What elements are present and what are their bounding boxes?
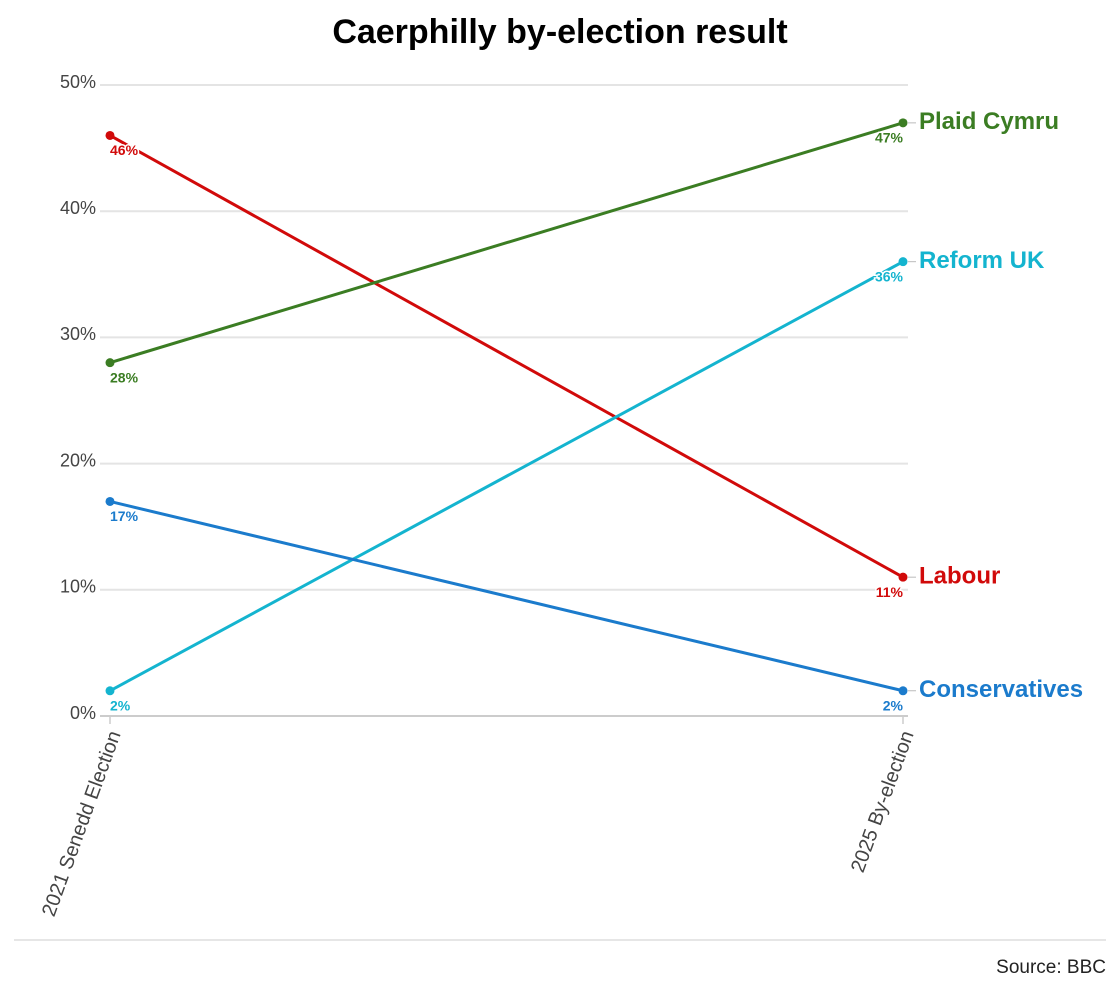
point — [898, 257, 908, 267]
value-label: 2% — [883, 697, 904, 713]
y-tick-label: 0% — [70, 703, 96, 723]
value-label: 17% — [110, 508, 139, 524]
x-tick-label: 2021 Senedd Election — [38, 728, 126, 919]
y-tick-label: 50% — [60, 72, 96, 92]
point — [898, 118, 908, 128]
source: Source: BBC — [996, 957, 1106, 978]
y-tick-label: 30% — [60, 324, 96, 344]
value-label: 11% — [876, 584, 904, 600]
chart-title: Caerphilly by-election result — [332, 13, 787, 51]
y-tick-label: 20% — [60, 450, 96, 470]
value-label: 46% — [110, 142, 139, 158]
x-tick-label: 2025 By-election — [847, 728, 919, 876]
y-tick-label: 10% — [60, 577, 96, 597]
point — [105, 686, 115, 696]
y-tick-label: 40% — [60, 198, 96, 218]
series-line — [109, 260, 904, 693]
point — [105, 358, 115, 368]
series-line — [109, 134, 904, 579]
value-label: 2% — [110, 697, 131, 713]
series-name: Reform UK — [919, 247, 1045, 274]
series-name: Plaid Cymru — [919, 108, 1059, 135]
point — [898, 686, 908, 696]
series-name: Conservatives — [919, 676, 1083, 703]
series-line — [109, 121, 904, 365]
value-label: 36% — [875, 268, 904, 284]
point — [898, 572, 908, 582]
value-label: 28% — [110, 369, 139, 385]
point — [105, 130, 115, 140]
series-name: Labour — [919, 563, 1000, 590]
point — [105, 496, 115, 506]
series-line — [109, 500, 904, 693]
value-label: 47% — [875, 130, 904, 146]
